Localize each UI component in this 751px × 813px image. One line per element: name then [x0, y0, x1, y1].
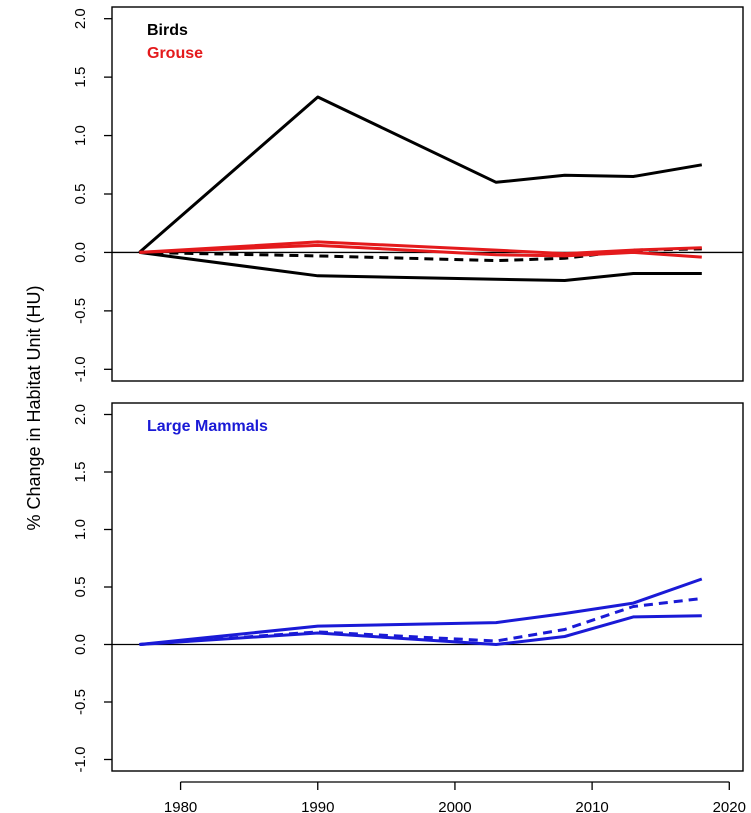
x-tick-label: 2020	[713, 799, 746, 813]
y-tick-label: 1.0	[72, 519, 89, 540]
series-line-3	[139, 247, 702, 263]
y-tick-label: 0.5	[72, 184, 89, 205]
y-tick-label: -0.5	[72, 298, 89, 324]
x-tick-label: 1990	[301, 799, 334, 813]
y-tick-label: 2.0	[72, 8, 89, 29]
series-line-5	[139, 243, 702, 259]
legend-label-grouse: Grouse	[147, 45, 203, 62]
y-tick-label: 0.5	[72, 577, 89, 598]
y-tick-label: -1.0	[72, 747, 89, 773]
y-tick-label: -0.5	[72, 689, 89, 715]
series-line-1	[139, 577, 703, 646]
y-axis-title: % Change in Habitat Unit (HU)	[24, 285, 44, 530]
y-tick-label: 1.0	[72, 125, 89, 146]
y-tick-label: 2.0	[72, 404, 89, 425]
y-tick-label: -1.0	[72, 356, 89, 382]
legend-label-birds: Birds	[147, 22, 188, 39]
series-line-1	[138, 95, 703, 254]
y-tick-label: 1.5	[72, 67, 89, 88]
series-line-4	[139, 240, 702, 256]
series-line-2	[139, 614, 702, 646]
plot-frame	[111, 402, 744, 772]
y-tick-label: 0.0	[72, 634, 89, 655]
panel-bottom: -1.0 -0.5 0.0 0.5 1.0 1.5 2.0 1980 1990 2000 2010 2…	[72, 402, 746, 813]
x-tick-label: 1980	[164, 799, 197, 813]
x-tick-label: 2000	[438, 799, 471, 813]
y-tick-label: 1.5	[72, 462, 89, 483]
series-line-2	[139, 250, 702, 282]
panel-top: -1.0 -0.5 0.0 0.5 1.0 1.5 2.0 Birds Grouse	[72, 6, 744, 382]
series-line-3	[139, 597, 702, 646]
y-tick-label: 0.0	[72, 242, 89, 263]
legend-label-large-mammals: Large Mammals	[147, 418, 268, 435]
x-tick-label: 2010	[575, 799, 608, 813]
